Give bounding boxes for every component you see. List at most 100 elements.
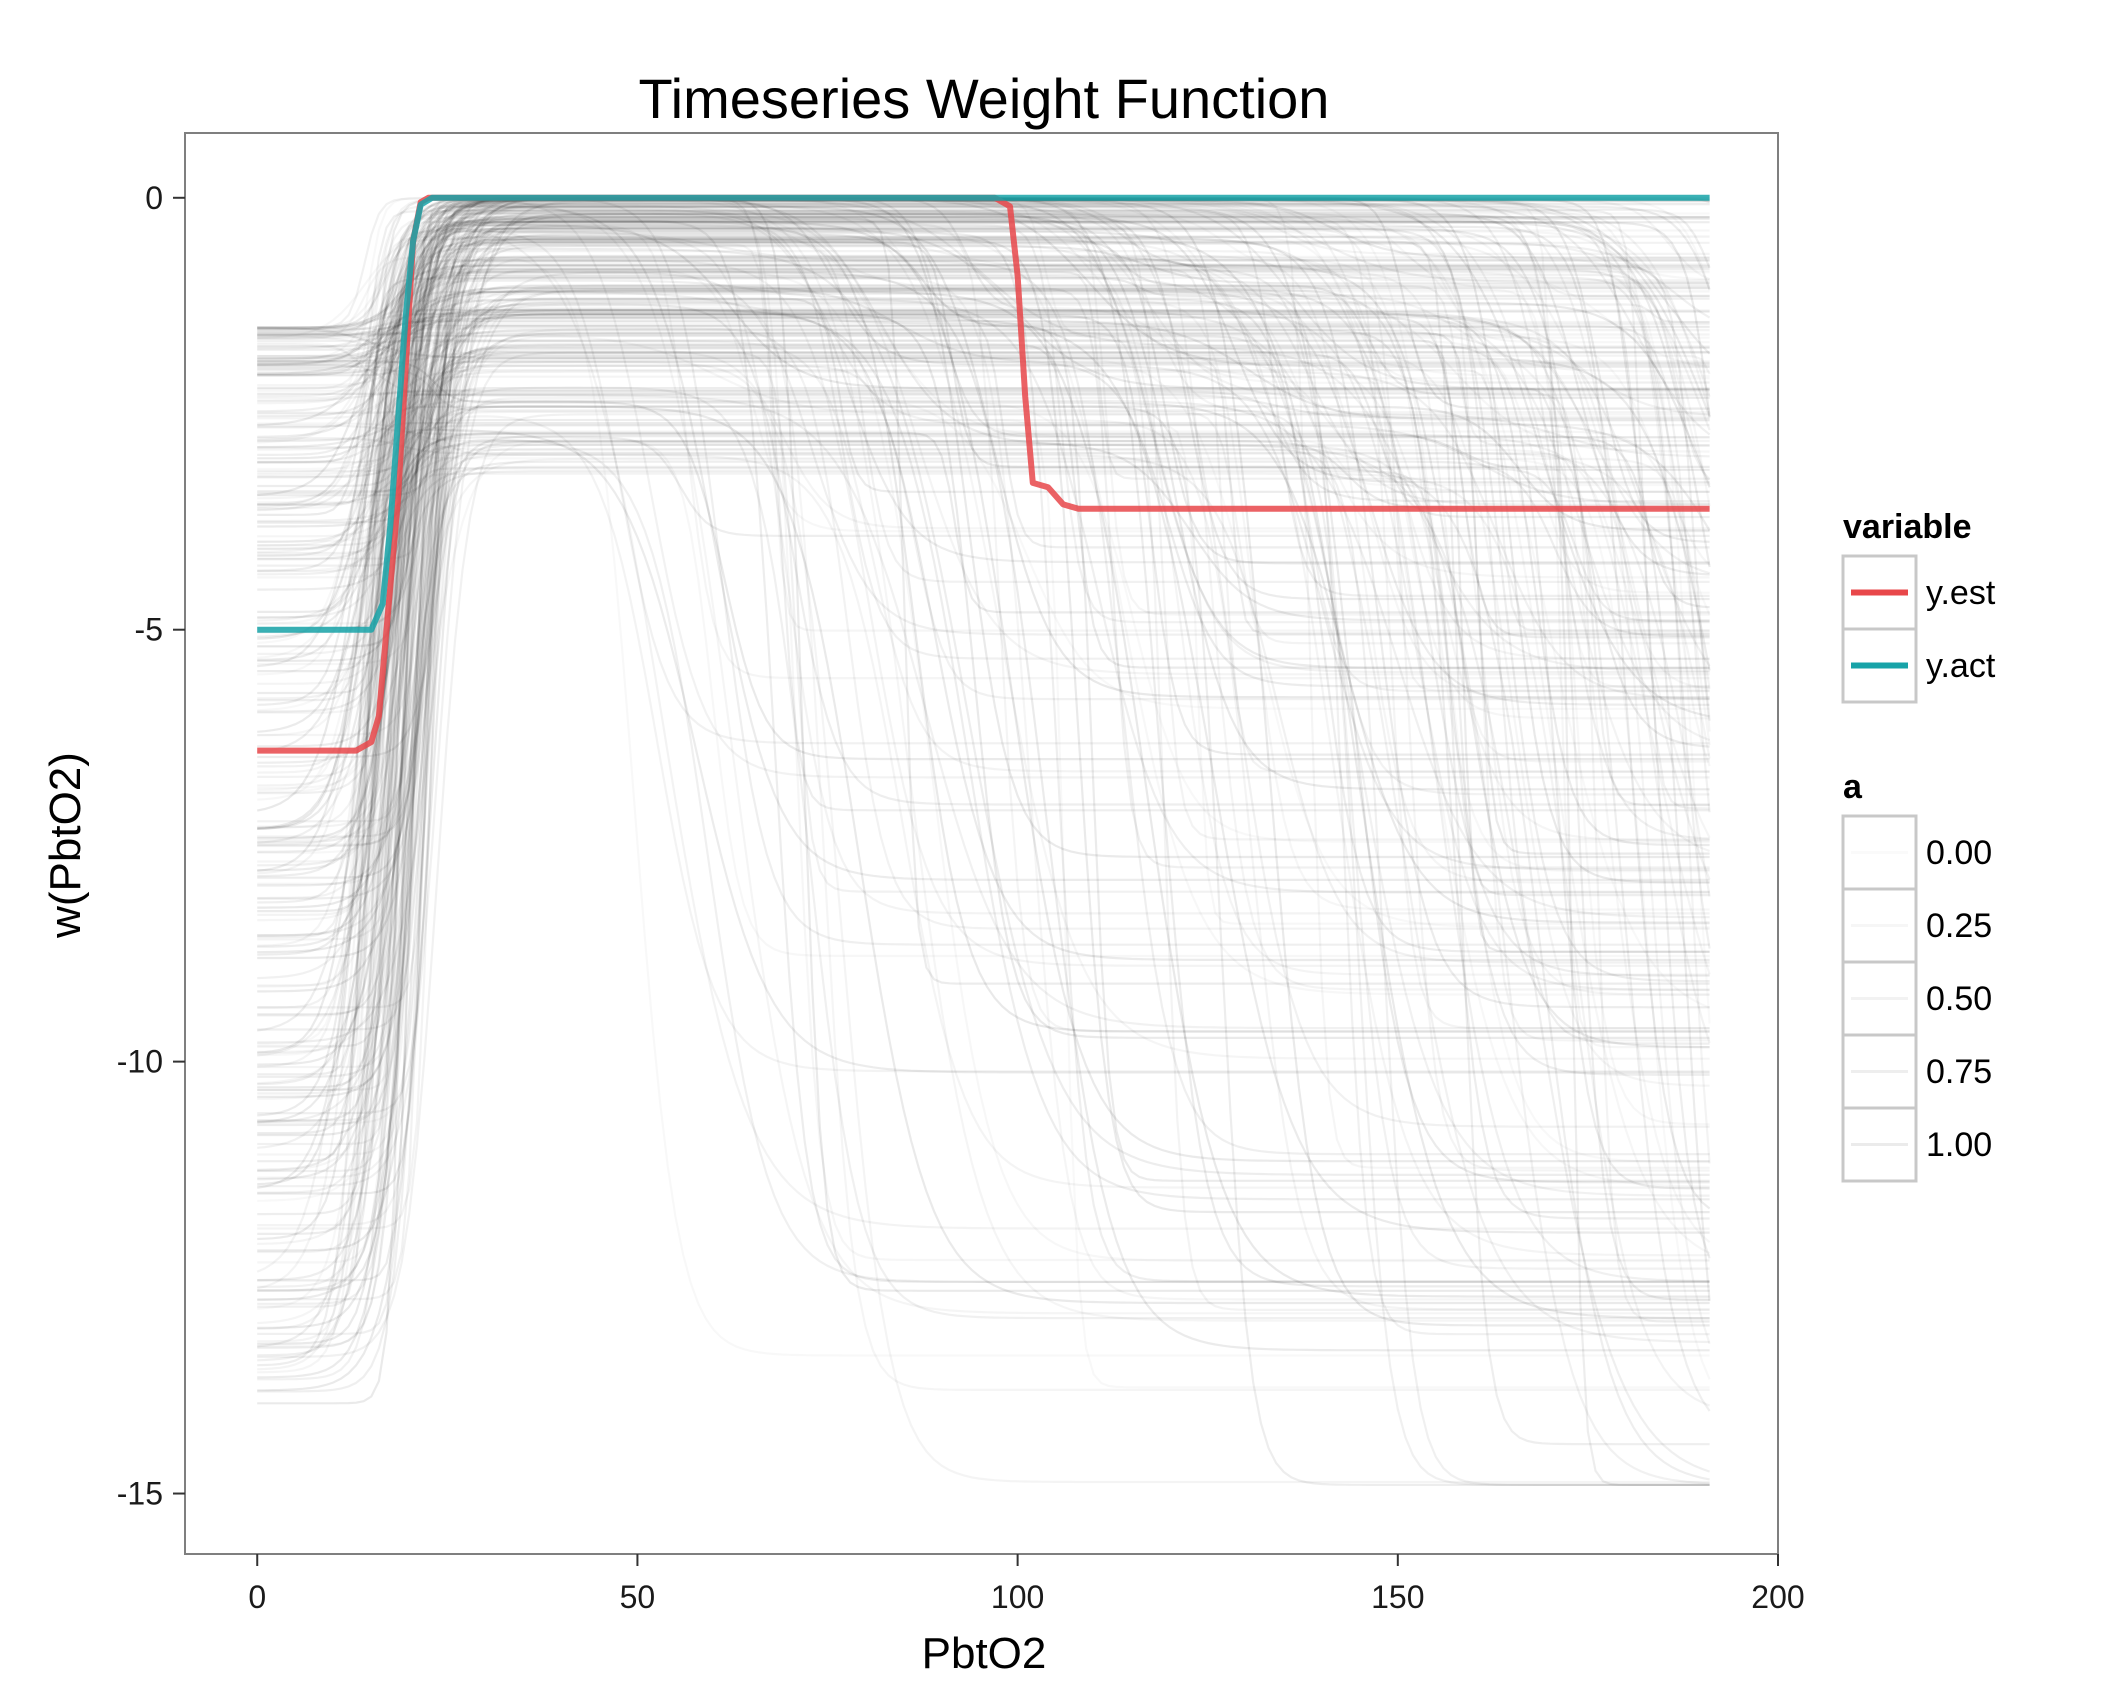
chart-title: Timeseries Weight Function bbox=[639, 67, 1330, 130]
background-trajectory bbox=[257, 314, 1710, 756]
background-trajectory bbox=[257, 259, 1710, 1135]
background-trajectory bbox=[257, 284, 1710, 764]
background-trajectory bbox=[257, 386, 1710, 1320]
background-trajectory bbox=[257, 197, 1710, 1098]
background-trajectory bbox=[257, 310, 1710, 742]
background-trajectory bbox=[257, 399, 1710, 919]
background-trajectory bbox=[257, 224, 1710, 1033]
background-trajectory bbox=[257, 315, 1711, 1412]
legend: variable y.est y.act a 0.00 0.25 0.50 0.75 1.… bbox=[1841, 508, 1996, 1183]
background-trajectory bbox=[257, 312, 1710, 1039]
background-trajectory bbox=[257, 361, 1710, 1484]
background-trajectory bbox=[257, 284, 1710, 1292]
background-trajectory bbox=[257, 470, 1710, 1446]
background-trajectory bbox=[257, 431, 1710, 1241]
background-trajectory bbox=[257, 203, 1711, 1362]
background-trajectory bbox=[257, 460, 1710, 1282]
background-trajectory bbox=[257, 354, 1711, 828]
background-trajectory bbox=[257, 472, 1711, 1407]
background-trajectory bbox=[257, 235, 1710, 915]
background-trajectory bbox=[257, 238, 1710, 1257]
background-trajectory bbox=[257, 200, 1710, 685]
background-trajectory bbox=[257, 343, 1710, 443]
background-trajectory bbox=[257, 316, 1710, 639]
background-trajectory bbox=[257, 340, 1710, 916]
background-trajectory bbox=[257, 217, 1710, 497]
background-trajectory bbox=[257, 396, 1710, 1227]
background-trajectory bbox=[257, 418, 1710, 1311]
x-tick-label: 0 bbox=[248, 1579, 266, 1615]
background-trajectory bbox=[257, 235, 1710, 1042]
background-trajectory bbox=[257, 350, 1710, 365]
background-trajectory bbox=[257, 387, 1710, 1486]
background-trajectory bbox=[257, 323, 1710, 416]
background-trajectory bbox=[256, 333, 1711, 1345]
background-trajectory bbox=[257, 392, 1710, 1323]
background-trajectory bbox=[257, 271, 1710, 1124]
background-trajectory bbox=[257, 334, 1710, 693]
y-tick-label: -5 bbox=[135, 612, 163, 648]
background-trajectory bbox=[257, 360, 1710, 1282]
background-trajectory bbox=[257, 235, 1711, 1017]
background-trajectory bbox=[257, 200, 1710, 1392]
background-trajectory bbox=[257, 204, 1710, 429]
background-trajectory bbox=[257, 345, 1710, 672]
background-trajectory bbox=[257, 275, 1710, 1197]
background-trajectory bbox=[257, 364, 1710, 1194]
legend-title-variable: variable bbox=[1843, 508, 1972, 546]
background-trajectory bbox=[257, 432, 1710, 830]
series-line-y-act bbox=[257, 194, 1710, 633]
background-trajectory bbox=[257, 312, 1710, 847]
background-trajectory bbox=[257, 415, 1710, 1330]
background-trajectory bbox=[257, 284, 1710, 622]
y-tick-label: -15 bbox=[117, 1476, 163, 1512]
background-trajectory bbox=[257, 200, 1710, 1315]
background-trajectory bbox=[257, 263, 1710, 1049]
background-trajectory bbox=[257, 222, 1710, 1033]
legend-label: y.est bbox=[1926, 574, 1996, 612]
background-trajectory bbox=[257, 219, 1710, 1283]
legend-key-box bbox=[1841, 887, 1918, 964]
background-trajectory bbox=[257, 424, 1711, 897]
background-trajectory bbox=[257, 351, 1710, 1127]
background-trajectory bbox=[257, 244, 1710, 1343]
background-trajectory bbox=[257, 308, 1710, 992]
background-trajectory bbox=[257, 303, 1710, 980]
x-tick-label: 50 bbox=[620, 1579, 656, 1615]
background-trajectory bbox=[257, 240, 1710, 468]
background-trajectory bbox=[257, 400, 1710, 1292]
legend-title-a: a bbox=[1843, 768, 1863, 806]
background-trajectory bbox=[257, 264, 1711, 721]
background-trajectory bbox=[257, 221, 1710, 488]
background-trajectory bbox=[257, 273, 1711, 506]
background-trajectory bbox=[257, 329, 1710, 1220]
background-trajectory bbox=[257, 210, 1710, 597]
background-trajectory bbox=[257, 310, 1710, 575]
background-trajectory bbox=[257, 360, 1710, 1335]
background-trajectory bbox=[257, 241, 1711, 778]
background-trajectory bbox=[257, 369, 1710, 632]
background-trajectory bbox=[257, 219, 1710, 351]
background-trajectory bbox=[257, 200, 1711, 1371]
background-trajectory bbox=[257, 216, 1710, 909]
background-trajectory bbox=[257, 228, 1710, 1115]
background-trajectory bbox=[257, 240, 1710, 547]
background-trajectory bbox=[257, 422, 1711, 532]
background-trajectory bbox=[257, 235, 1710, 360]
background-trajectory bbox=[257, 254, 1710, 1100]
legend-label: 1.00 bbox=[1926, 1126, 1992, 1164]
legend-key-box bbox=[1841, 1106, 1918, 1183]
background-trajectory bbox=[257, 221, 1711, 1367]
background-trajectory bbox=[257, 451, 1711, 759]
background-trajectory bbox=[257, 196, 1710, 812]
background-trajectory bbox=[257, 256, 1710, 503]
background-trajectory bbox=[257, 286, 1710, 418]
background-trajectory bbox=[257, 298, 1710, 1393]
background-trajectory bbox=[257, 313, 1710, 1076]
background-trajectory bbox=[257, 443, 1710, 1473]
background-trajectory bbox=[257, 405, 1710, 840]
background-trajectory bbox=[257, 435, 1711, 1301]
background-trajectory bbox=[257, 227, 1710, 748]
background-trajectory bbox=[257, 208, 1710, 948]
